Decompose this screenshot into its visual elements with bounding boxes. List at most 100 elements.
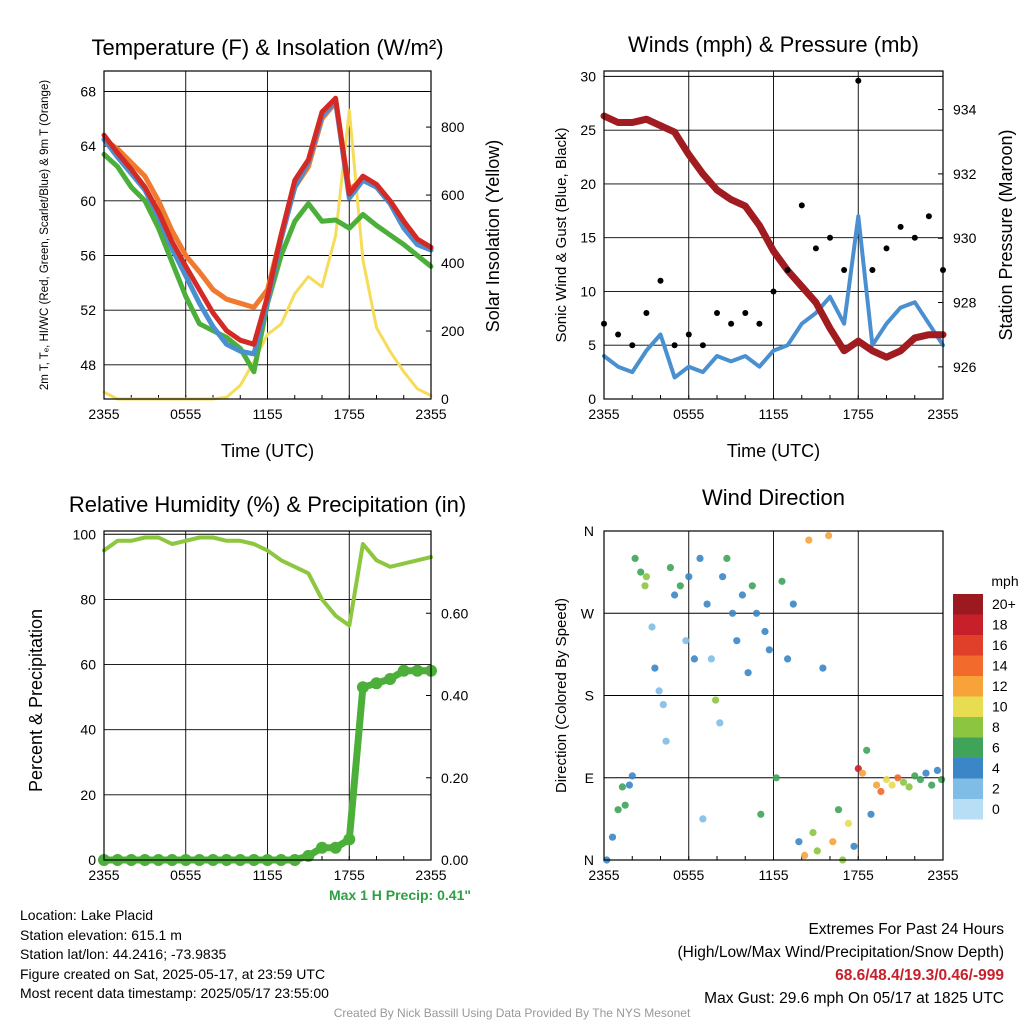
y-tick-label: 30 [580, 68, 596, 84]
colorbar-swatch [953, 778, 983, 799]
latlon-text: Station lat/lon: 44.2416; -73.9835 [20, 946, 227, 962]
y-tick-label: N [584, 852, 594, 868]
y-tick-label: 40 [80, 722, 96, 738]
y-tick-label: 5 [588, 337, 596, 353]
wind-direction-point [805, 536, 813, 544]
wind-direction-point [928, 781, 936, 789]
wind-direction-point [752, 609, 761, 617]
y-tick-label: 20 [580, 176, 596, 192]
wind-direction-point [873, 781, 881, 789]
wind-direction-point [707, 655, 716, 663]
wind-direction-point [716, 719, 724, 727]
wind-direction-point [719, 573, 727, 581]
wind-direction-point [682, 637, 690, 645]
plot-border [603, 70, 944, 400]
gust-point [742, 310, 749, 316]
colorbar-label: 14 [992, 658, 1008, 674]
colorbar-swatch [953, 676, 983, 697]
series-line [101, 95, 434, 347]
gust-point [657, 277, 664, 284]
y2-tick-label: 200 [441, 323, 465, 339]
wind-direction-point [795, 838, 803, 846]
y2-tick-label: 0.60 [441, 605, 468, 621]
wind-direction-point [738, 591, 747, 599]
wind-direction-point [938, 776, 946, 784]
wind-direction-point [748, 582, 756, 590]
x-tick-label: 0555 [170, 867, 201, 883]
wind-direction-point [850, 842, 858, 850]
wind-direction-point [641, 582, 649, 590]
y2-tick-label: 928 [953, 295, 977, 311]
wind-direction-point [789, 600, 797, 608]
wind-direction-point [728, 609, 737, 617]
y2-tick-label: 934 [953, 102, 977, 118]
x-axis-label: Time (UTC) [727, 441, 820, 461]
gust-point [925, 213, 932, 220]
y-tick-label: E [585, 770, 594, 786]
y-axis-label: Sonic Wind & Gust (Blue, Black) [553, 127, 570, 342]
series-line [602, 214, 945, 380]
wind-direction-point [933, 766, 942, 775]
created-text: Figure created on Sat, 2025-05-17, at 23… [20, 965, 326, 982]
y2-axis-label: Solar Insolation (Yellow) [483, 140, 503, 332]
x-tick-label: 1755 [843, 867, 874, 883]
colorbar-label: 8 [992, 719, 1000, 735]
y2-tick-label: 0.40 [441, 688, 468, 704]
x-tick-label: 2355 [415, 867, 446, 883]
colorbar-label: 10 [992, 699, 1008, 715]
max-precip-annotation: Max 1 H Precip: 0.41" [329, 887, 471, 903]
precip-point [384, 673, 397, 685]
gust-point [883, 245, 890, 252]
gust-point [728, 320, 735, 327]
colorbar-label: 0 [992, 801, 1000, 817]
colorbar-swatch [953, 655, 983, 676]
gust-point [798, 202, 805, 209]
gust-point [911, 234, 918, 241]
extremes-info: Extremes For Past 24 Hours (High/Low/Max… [678, 918, 1005, 1010]
x-tick-label: 1755 [334, 867, 365, 883]
wind-direction-point [778, 577, 786, 585]
colorbar-swatch [953, 799, 983, 820]
x-tick-label: 2355 [415, 406, 446, 422]
y2-tick-label: 0 [441, 391, 449, 407]
colorbar-label: 2 [992, 781, 1000, 797]
y-tick-label: 64 [80, 138, 96, 154]
wind-direction-point [648, 623, 656, 631]
y-tick-label: 15 [580, 230, 596, 246]
x-tick-label: 2355 [927, 406, 958, 422]
wind-direction-point [761, 627, 769, 636]
x-tick-label: 0555 [673, 867, 704, 883]
colorbar-label: 6 [992, 740, 1000, 756]
y2-tick-label: 400 [441, 255, 465, 271]
precip-point [356, 681, 369, 694]
y-tick-label: 60 [80, 193, 96, 209]
colorbar-label: 16 [992, 637, 1008, 653]
recent-data-text: Most recent data timestamp: 2025/05/17 2… [20, 985, 329, 1001]
gust-point [827, 234, 833, 241]
x-tick-label: 1155 [758, 867, 788, 883]
wind-direction-point [911, 772, 919, 780]
wind-direction-point [723, 554, 731, 563]
series-line [600, 112, 947, 361]
max-gust-text: Max Gust: 29.6 mph On 05/17 at 1825 UTC [704, 990, 1004, 1007]
wind-direction-point [703, 600, 711, 608]
wind-direction-point [744, 669, 752, 677]
x-tick-label: 2355 [588, 406, 619, 422]
x-tick-label: 1155 [252, 406, 282, 422]
x-tick-label: 1755 [334, 406, 365, 422]
colorbar-swatch [953, 737, 983, 758]
gust-point [671, 342, 678, 349]
y2-tick-label: 800 [441, 119, 465, 135]
y-axis-label: Direction (Colored By Speed) [553, 598, 570, 793]
extremes-description: (High/Low/Max Wind/Precipitation/Snow De… [677, 944, 1005, 961]
wind-direction-point [642, 573, 651, 581]
y-tick-label: 0 [588, 391, 596, 407]
precip-point [343, 833, 356, 846]
wind-direction-point [690, 655, 699, 663]
y-tick-label: 100 [73, 526, 97, 542]
y-tick-label: 52 [80, 302, 96, 318]
plot-border [103, 530, 432, 861]
gust-point [869, 267, 876, 273]
wind-direction-point [659, 701, 667, 709]
